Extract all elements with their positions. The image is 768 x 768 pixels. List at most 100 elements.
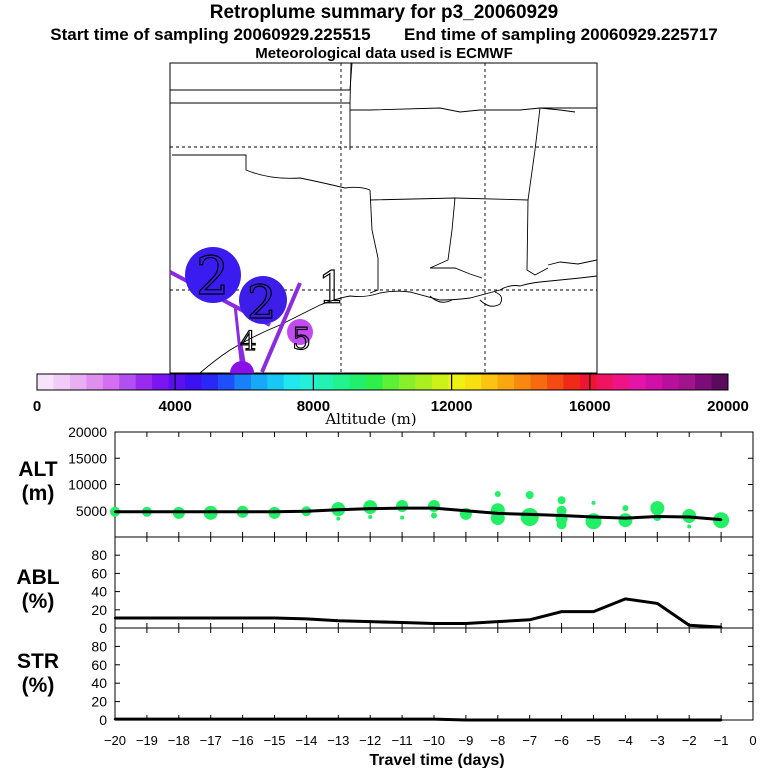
colorbar-xlabel: Altitude (m)	[324, 410, 416, 428]
panel-1-vertex-9	[400, 621, 404, 624]
alt-point-9	[363, 500, 378, 515]
alt-point-10	[368, 515, 373, 520]
map-panel: 2 2 5 1 4	[169, 62, 598, 385]
alt-point-12	[400, 515, 405, 520]
xtick-label-11: −9	[458, 733, 473, 748]
colorbar-swatch-0	[37, 374, 54, 390]
panel-2-vertex-15	[592, 718, 595, 722]
colorbar-swatch-12	[234, 374, 252, 390]
panel-0-vertex-9	[400, 506, 404, 510]
colorbar-swatch-28	[497, 374, 515, 390]
panel-0: 5000 10000 15000 20000 ALT(m)	[18, 424, 754, 538]
colorbar-swatch-1	[53, 374, 71, 390]
panel-1-ytick-label-3: 60	[91, 565, 107, 581]
panel-0-vertex-0	[113, 510, 117, 513]
colorbar-swatch-2	[69, 374, 87, 390]
xtick-label-12: −8	[490, 733, 505, 748]
panel-2-vertex-7	[337, 717, 340, 721]
panel-0-vertex-19	[719, 518, 723, 521]
panel-1-vertex-8	[369, 620, 372, 623]
xtick-label-3: −17	[200, 733, 222, 748]
colorbar-tick-label-4: 16000	[569, 398, 611, 415]
panel-1-vertex-7	[337, 619, 340, 622]
colorbar-swatch-39	[678, 374, 696, 390]
colorbar-swatch-26	[464, 374, 482, 390]
sampling-times: Start time of sampling 20060929.225515 E…	[0, 25, 768, 45]
panel-0-vertex-17	[656, 515, 659, 518]
panel-1-ylabel-1: (%)	[22, 590, 55, 613]
panel-1-vertex-5	[273, 616, 276, 620]
colorbar-swatch-34	[596, 374, 614, 390]
xtick-label-7: −13	[327, 733, 349, 748]
colorbar-swatch-33	[579, 374, 597, 390]
xtick-label-4: −16	[232, 733, 254, 748]
colorbar-tick-label-2: 8000	[297, 398, 330, 415]
panel-2-vertex-4	[241, 717, 244, 721]
xtick-label-2: −18	[168, 733, 190, 748]
xtick-label-13: −7	[522, 733, 537, 748]
alt-point-18	[494, 490, 501, 497]
panel-frame-2	[114, 627, 754, 721]
panel-1-vertex-18	[688, 624, 691, 627]
panel-2-ytick-label-3: 60	[91, 657, 107, 673]
plume-track-4	[233, 304, 244, 371]
panel-2-ytick-label-1: 20	[91, 694, 107, 710]
panel-1-vertex-2	[177, 616, 180, 620]
colorbar-tick-label-5: 20000	[707, 398, 749, 415]
panel-1-ylabel-0: ABL	[16, 566, 59, 589]
xtick-label-14: −6	[554, 733, 569, 748]
panel-0-vertex-7	[337, 508, 340, 511]
xtick-label-1: −19	[136, 733, 158, 748]
alt-point-20	[525, 491, 534, 499]
panel-2-line	[115, 717, 722, 722]
panel-2-vertex-5	[273, 717, 276, 721]
xaxis-label: Travel time (days)	[369, 752, 504, 768]
colorbar-swatch-22	[398, 374, 416, 390]
panel-2-vertex-2	[177, 717, 180, 721]
map-gridlines	[170, 63, 597, 373]
xtick-label-5: −15	[263, 733, 285, 748]
colorbar-swatch-31	[547, 374, 564, 390]
panel-0-vertex-10	[432, 506, 436, 510]
panel-2-vertex-9	[400, 717, 404, 721]
alt-point-32	[687, 524, 692, 529]
colorbar-swatch-29	[514, 374, 531, 390]
panel-2-vertex-13	[528, 718, 531, 722]
panel-0-ytick-label-1: 10000	[68, 477, 107, 493]
panel-0-vertex-13	[528, 513, 531, 516]
panel-2-vertex-3	[209, 717, 212, 721]
panel-2-vertex-1	[145, 717, 149, 721]
plume-circle-2	[239, 276, 287, 324]
panel-0-vertex-11	[464, 509, 468, 512]
colorbar-swatch-10	[201, 374, 219, 390]
panel-frame-0	[114, 431, 754, 538]
panel-2-ylabel-1: (%)	[22, 674, 55, 697]
panel-1-vertex-3	[209, 616, 212, 620]
colorbar-frame	[36, 373, 729, 391]
panel-1-vertex-0	[113, 616, 117, 620]
alt-point-24	[557, 496, 566, 505]
colorbar-swatch-32	[563, 374, 581, 390]
colorbar-swatch-14	[267, 374, 285, 390]
xtick-label-17: −3	[650, 733, 665, 748]
panel-2-ylabel-0: STR	[17, 650, 59, 673]
panel-2-vertex-11	[464, 718, 468, 722]
plume-label-3: 5	[292, 322, 311, 357]
end-time-label: End time of sampling 20060929.225717	[404, 25, 718, 44]
alt-point-28	[622, 505, 629, 512]
panel-1-vertex-10	[432, 622, 436, 625]
panel-1-line	[115, 597, 722, 629]
panel-2-vertex-12	[496, 718, 499, 722]
panel-0-vertex-12	[496, 512, 499, 515]
panel-1-vertex-17	[656, 602, 659, 605]
panel-1-vertex-13	[528, 618, 531, 622]
alt-point-26	[591, 500, 596, 505]
panel-0-line	[115, 506, 722, 522]
panel-2-vertex-0	[113, 717, 117, 721]
panel-1: 0 20 40 60 80 ABL(%)	[16, 536, 754, 636]
xtick-label-16: −4	[618, 733, 633, 748]
colorbar-swatch-20	[366, 374, 383, 390]
colorbar-swatch-40	[695, 374, 712, 390]
colorbar-swatch-11	[217, 374, 235, 390]
panel-2-ytick-label-4: 80	[91, 638, 107, 654]
